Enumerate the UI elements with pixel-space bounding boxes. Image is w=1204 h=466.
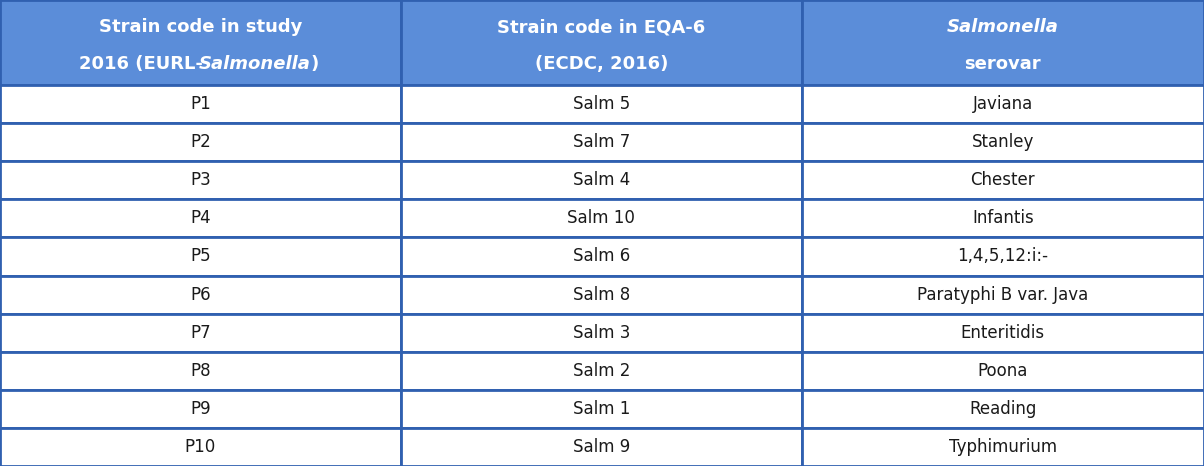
Text: Salm 9: Salm 9 [573, 438, 630, 456]
Bar [0, 199, 401, 237]
Text: Salm 7: Salm 7 [573, 133, 630, 151]
Bar [0, 390, 401, 428]
Text: Infantis: Infantis [972, 209, 1034, 227]
Text: (ECDC, 2016): (ECDC, 2016) [535, 55, 668, 73]
Bar [401, 161, 802, 199]
Bar [0, 0, 401, 85]
Bar [401, 428, 802, 466]
Bar [0, 85, 401, 123]
Text: Poona: Poona [978, 362, 1028, 380]
Text: Chester: Chester [970, 171, 1035, 189]
Bar [401, 85, 802, 123]
Bar [401, 123, 802, 161]
Bar [802, 275, 1204, 314]
Text: Reading: Reading [969, 400, 1037, 418]
Text: Salm 6: Salm 6 [573, 247, 630, 266]
Bar [401, 352, 802, 390]
Text: 2016 (EURL-: 2016 (EURL- [79, 55, 202, 73]
Bar [401, 237, 802, 275]
Text: Salm 4: Salm 4 [573, 171, 630, 189]
Text: Salm 8: Salm 8 [573, 286, 630, 303]
Text: P2: P2 [190, 133, 211, 151]
Text: P5: P5 [190, 247, 211, 266]
Bar [0, 161, 401, 199]
Bar [802, 199, 1204, 237]
Text: P7: P7 [190, 324, 211, 342]
Bar [0, 123, 401, 161]
Text: P1: P1 [190, 95, 211, 113]
Text: Salm 3: Salm 3 [573, 324, 630, 342]
Text: ): ) [311, 55, 318, 73]
Text: Salm 1: Salm 1 [573, 400, 630, 418]
Text: Salmonella: Salmonella [948, 18, 1058, 36]
Bar [802, 390, 1204, 428]
Text: Salm 5: Salm 5 [573, 95, 630, 113]
Text: P8: P8 [190, 362, 211, 380]
Text: Typhimurium: Typhimurium [949, 438, 1057, 456]
Text: P3: P3 [190, 171, 211, 189]
Text: Strain code in study: Strain code in study [99, 18, 302, 36]
Bar [802, 428, 1204, 466]
Bar [802, 85, 1204, 123]
Bar [0, 275, 401, 314]
Text: serovar: serovar [964, 55, 1041, 73]
Text: P4: P4 [190, 209, 211, 227]
Text: P9: P9 [190, 400, 211, 418]
Bar [802, 123, 1204, 161]
Bar [401, 275, 802, 314]
Text: 1,4,5,12:i:-: 1,4,5,12:i:- [957, 247, 1049, 266]
Bar [802, 352, 1204, 390]
Text: Javiana: Javiana [973, 95, 1033, 113]
Bar [401, 390, 802, 428]
Bar [0, 237, 401, 275]
Text: Enteritidis: Enteritidis [961, 324, 1045, 342]
Bar [401, 199, 802, 237]
Text: Salm 2: Salm 2 [573, 362, 630, 380]
Bar [0, 314, 401, 352]
Text: Salmonella: Salmonella [199, 55, 311, 73]
Bar [802, 0, 1204, 85]
Bar [802, 314, 1204, 352]
Text: Strain code in EQA-6: Strain code in EQA-6 [497, 18, 706, 36]
Bar [802, 161, 1204, 199]
Text: P10: P10 [185, 438, 216, 456]
Bar [0, 352, 401, 390]
Text: Salm 10: Salm 10 [567, 209, 636, 227]
Text: Paratyphi B var. Java: Paratyphi B var. Java [917, 286, 1088, 303]
Bar [802, 237, 1204, 275]
Bar [401, 0, 802, 85]
Text: Stanley: Stanley [972, 133, 1034, 151]
Bar [401, 314, 802, 352]
Bar [0, 428, 401, 466]
Text: P6: P6 [190, 286, 211, 303]
